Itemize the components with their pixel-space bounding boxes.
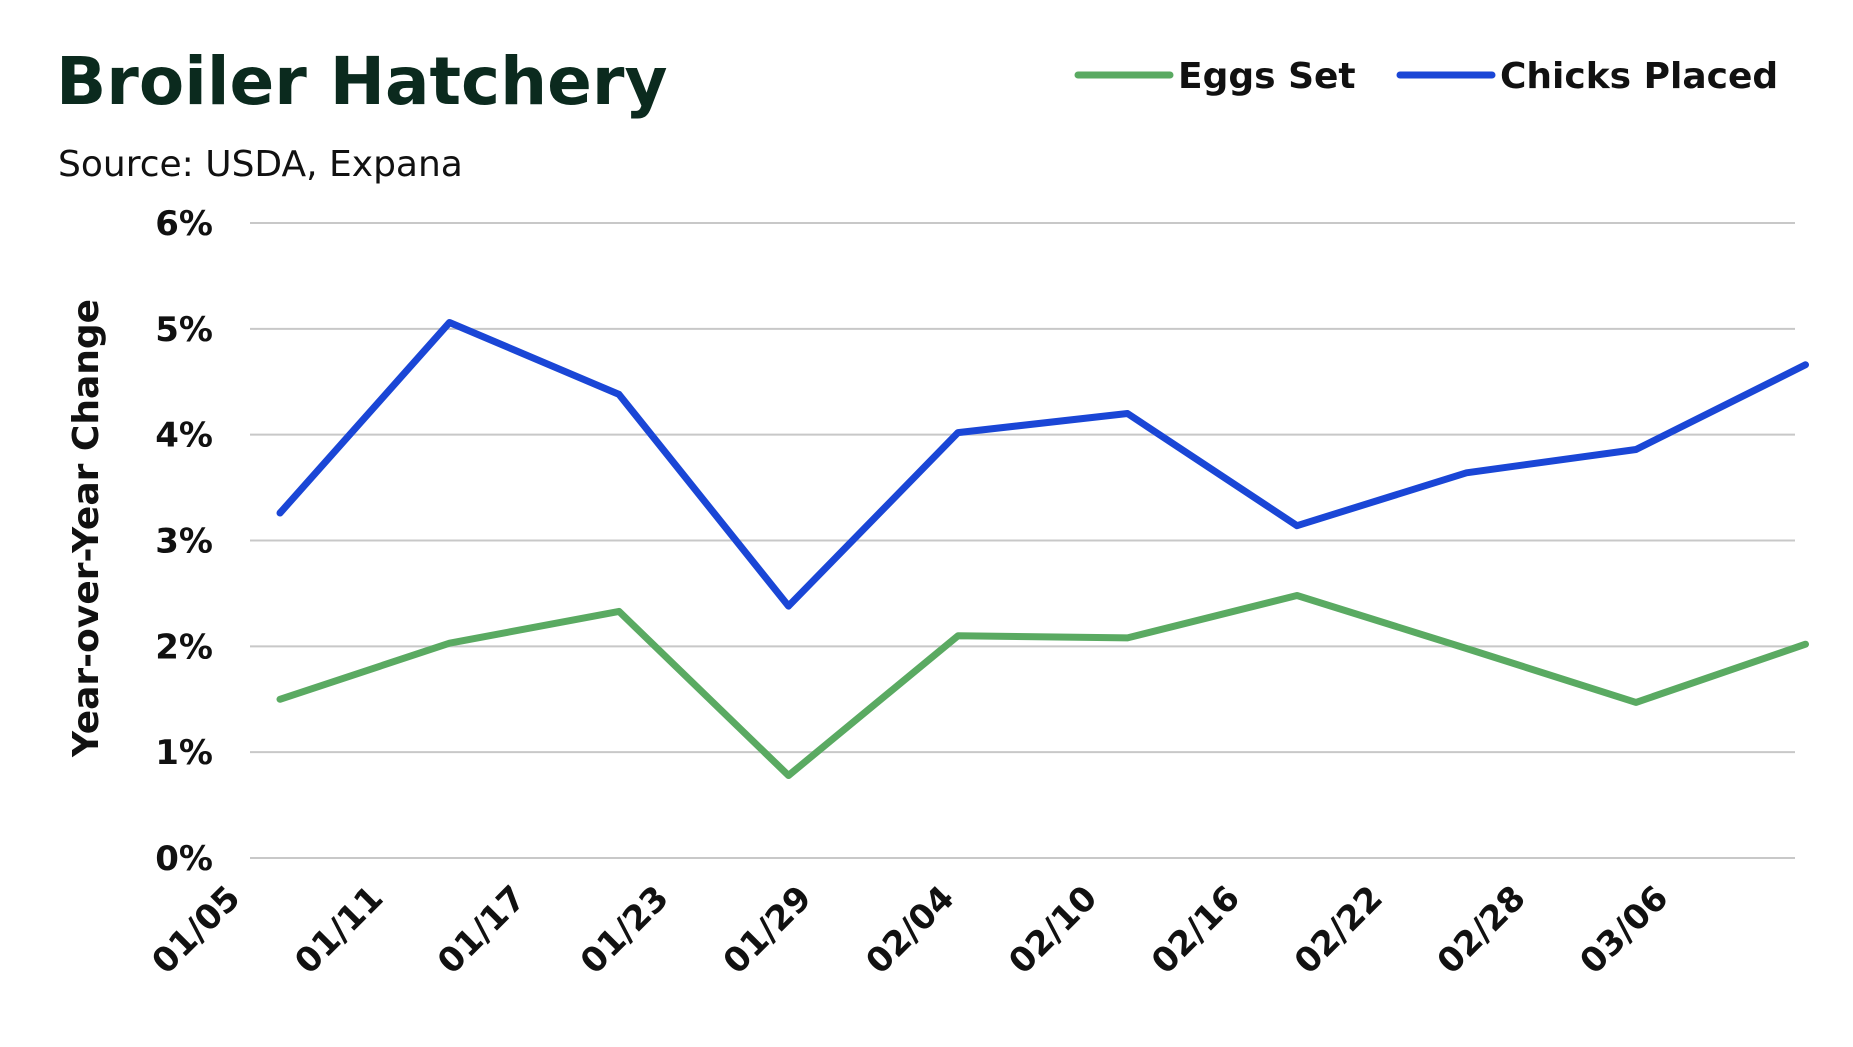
series-lines <box>276 319 1809 779</box>
x-tick-label: 01/05 <box>144 878 248 982</box>
series-line-eggs-set <box>276 592 1809 779</box>
x-tick-label: 02/04 <box>858 878 962 982</box>
y-tick-label: 0% <box>155 839 213 879</box>
legend: Eggs Set Chicks Placed <box>1074 56 1778 97</box>
series-line-chicks-placed <box>276 319 1809 610</box>
x-tick-label: 01/29 <box>716 878 820 982</box>
legend-label-eggs-set: Eggs Set <box>1178 56 1356 97</box>
x-tick-label: 01/23 <box>573 878 677 982</box>
x-tick-label: 02/10 <box>1001 878 1105 982</box>
y-tick-label: 2% <box>155 627 213 667</box>
y-tick-label: 6% <box>155 204 213 244</box>
legend-label-chicks-placed: Chicks Placed <box>1500 56 1778 97</box>
grid-lines <box>250 222 1795 859</box>
chart-title: Broiler Hatchery <box>56 43 668 120</box>
y-axis-label: Year-over-Year Change <box>66 299 107 758</box>
y-tick-label: 1% <box>155 733 213 773</box>
y-tick-label: 4% <box>155 416 213 456</box>
x-tick-label: 02/16 <box>1144 878 1248 982</box>
x-tick-label: 01/11 <box>287 878 391 982</box>
y-tick-label: 3% <box>155 522 213 562</box>
x-tick-label: 03/06 <box>1572 878 1676 982</box>
y-tick-label: 5% <box>155 310 213 350</box>
y-tick-labels: 0% 1% 2% 3% 4% 5% 6% <box>155 204 213 879</box>
x-tick-label: 02/22 <box>1287 878 1391 982</box>
x-tick-label: 02/28 <box>1430 878 1534 982</box>
chart-subtitle: Source: USDA, Expana <box>58 144 463 185</box>
x-tick-label: 01/17 <box>430 878 534 982</box>
x-tick-labels: 01/05 01/11 01/17 01/23 01/29 02/04 02/10 02/16… <box>144 878 1676 982</box>
